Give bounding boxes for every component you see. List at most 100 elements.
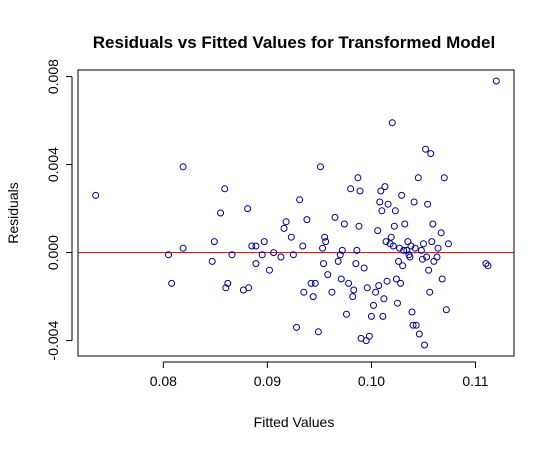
data-point [165,251,173,259]
data-point [374,227,382,235]
data-point [372,288,380,296]
y-tick-label: 0.000 [45,235,61,270]
data-point [380,295,388,303]
data-point [179,163,187,171]
data-point [403,246,411,254]
data-point [438,275,446,283]
data-point [280,224,288,232]
data-point [387,233,395,241]
data-point [336,251,344,259]
data-point [244,205,252,213]
data-point [482,260,490,268]
x-tick-label: 0.09 [254,373,281,389]
data-point [245,284,253,292]
data-point [381,183,389,191]
data-point [375,282,383,290]
data-point [314,328,322,336]
data-point [388,119,396,127]
y-tick-label: -0.004 [45,321,61,361]
data-point [319,244,327,252]
data-point [360,264,368,272]
data-point [342,310,350,318]
data-point [393,299,401,307]
data-point [300,288,308,296]
data-point [296,196,304,204]
data-point [394,257,402,265]
data-point [384,200,392,208]
data-point [217,209,225,217]
data-point [355,222,363,230]
data-point [414,174,422,182]
data-point [265,266,273,274]
data-point [334,257,342,265]
data-point [370,301,378,309]
data-point [492,77,500,85]
data-point [252,242,260,250]
data-point [287,233,295,241]
data-point [396,244,404,252]
data-point [444,240,452,248]
data-point [429,220,437,228]
data-point [377,187,385,195]
data-point [221,185,229,193]
data-point [322,238,330,246]
data-point [421,341,429,349]
data-point [401,220,409,228]
data-point [309,293,317,301]
data-point [350,286,358,294]
data-point [382,238,390,246]
data-point [307,279,315,287]
plot-frame [77,69,515,357]
x-tick-label: 0.11 [462,373,488,389]
data-point [228,251,236,259]
data-point [407,242,415,250]
data-point [210,238,218,246]
data-point [398,191,406,199]
data-point [412,321,420,329]
data-point [426,288,434,296]
y-tick-label: 0.008 [45,59,61,94]
data-point [328,288,336,296]
data-point [222,284,230,292]
data-point [434,244,442,252]
data-point [428,238,436,246]
data-point [442,306,450,314]
data-point [224,279,232,287]
data-point [352,260,360,268]
data-point [338,246,346,254]
data-point [293,323,301,331]
data-point [484,262,492,270]
data-point [354,174,362,182]
y-axis: -0.004 0.000 0.004 0.008 [45,59,73,361]
data-point [260,238,268,246]
data-point [365,332,373,340]
data-point [422,145,430,153]
data-point [390,222,398,230]
data-point [367,312,375,320]
x-axis-label: Fitted Values [254,414,335,430]
data-point [252,260,260,268]
data-point [331,213,339,221]
data-point [399,262,407,270]
data-point [337,275,345,283]
data-point [248,242,256,250]
data-point [316,163,324,171]
data-point [378,207,386,215]
data-point [415,330,423,338]
data-point [427,150,435,158]
data-point [345,279,353,287]
data-point [270,249,278,257]
data-point [410,198,418,206]
data-point [391,207,399,215]
data-point [408,308,416,316]
data-point [389,242,397,250]
y-axis-label: Residuals [5,182,21,243]
data-point [419,240,427,248]
data-point [277,253,285,261]
y-tick-label: 0.004 [45,147,61,182]
data-point [321,233,329,241]
chart-title: Residuals vs Fitted Values for Transform… [93,33,495,52]
data-point [417,246,425,254]
data-point [282,218,290,226]
